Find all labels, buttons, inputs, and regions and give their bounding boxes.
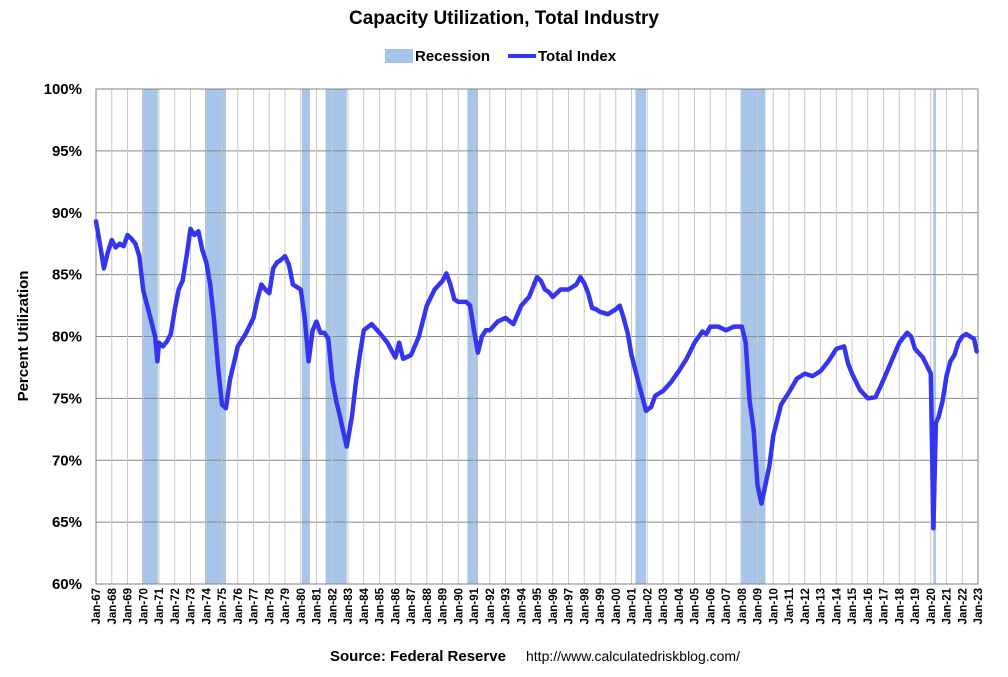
legend-total-index-label: Total Index	[538, 48, 617, 65]
x-tick-label: Jan-18	[894, 587, 906, 624]
x-tick-label: Jan-79	[280, 588, 292, 624]
x-tick-label: Jan-99	[595, 588, 607, 624]
x-tick-label: Jan-06	[705, 588, 717, 624]
x-tick-label: Jan-09	[753, 588, 765, 624]
x-tick-label: Jan-23	[973, 588, 985, 624]
x-tick-label: Jan-21	[942, 587, 954, 624]
x-tick-label: Jan-91	[469, 587, 481, 624]
source-label: Source: Federal Reserve	[330, 648, 506, 665]
x-tick-label: Jan-08	[737, 587, 749, 624]
y-tick-label: 95%	[52, 143, 82, 160]
x-tick-label: Jan-14	[831, 587, 843, 624]
x-tick-label: Jan-68	[107, 587, 119, 624]
x-tick-label: Jan-19	[910, 588, 922, 624]
x-tick-label: Jan-87	[406, 588, 418, 624]
x-tick-label: Jan-75	[217, 587, 229, 624]
gridlines	[95, 88, 979, 585]
x-tick-label: Jan-72	[170, 588, 182, 624]
y-tick-label: 60%	[52, 576, 82, 593]
x-tick-label: Jan-13	[816, 588, 828, 624]
x-tick-label: Jan-95	[532, 587, 544, 624]
x-tick-label: Jan-00	[611, 588, 623, 624]
chart-title: Capacity Utilization, Total Industry	[349, 8, 659, 29]
x-tick-label: Jan-83	[343, 588, 355, 624]
x-tick-label: Jan-70	[138, 588, 150, 624]
x-tick-label: Jan-96	[548, 588, 560, 624]
x-tick-label: Jan-20	[926, 588, 938, 624]
y-tick-label: 80%	[52, 329, 82, 346]
x-tick-label: Jan-93	[501, 588, 513, 624]
x-tick-label: Jan-71	[154, 587, 166, 624]
x-tick-label: Jan-15	[847, 587, 859, 624]
x-tick-label: Jan-03	[658, 588, 670, 624]
x-tick-label: Jan-82	[327, 588, 339, 624]
x-tick-label: Jan-02	[642, 588, 654, 624]
x-tick-label: Jan-04	[674, 587, 686, 624]
y-tick-label: 85%	[52, 267, 82, 284]
x-tick-label: Jan-77	[249, 588, 261, 624]
plot-area-border	[95, 88, 979, 585]
series-layer	[93, 219, 979, 531]
y-tick-label: 70%	[52, 452, 82, 469]
x-tick-label: Jan-98	[579, 587, 591, 624]
x-tick-label: Jan-11	[784, 587, 796, 623]
x-tick-label: Jan-73	[186, 588, 198, 624]
x-tick-label: Jan-69	[123, 588, 135, 624]
y-tick-label: 90%	[52, 205, 82, 222]
x-tick-label: Jan-76	[233, 588, 245, 624]
x-tick-label: Jan-85	[375, 587, 387, 624]
legend-recession-label: Recession	[415, 48, 490, 65]
x-tick-label: Jan-88	[422, 587, 434, 624]
x-tick-label: Jan-81	[312, 587, 324, 624]
y-tick-label: 75%	[52, 390, 82, 407]
x-tick-label: Jan-92	[485, 588, 497, 624]
x-tick-label: Jan-84	[359, 587, 371, 624]
y-tick-label: 100%	[44, 81, 82, 98]
x-axis-ticks: Jan-67 Jan-68 Jan-69 Jan-70 Jan-71 Jan-72 Jan-…	[91, 587, 985, 624]
x-tick-label: Jan-78	[264, 587, 276, 624]
y-tick-label: 65%	[52, 514, 82, 531]
x-tick-label: Jan-01	[627, 587, 639, 624]
y-axis-label: Percent Utilization	[15, 271, 32, 402]
x-tick-label: Jan-67	[91, 588, 103, 624]
x-tick-label: Jan-94	[516, 587, 528, 624]
x-tick-label: Jan-97	[564, 588, 576, 624]
x-tick-label: Jan-89	[438, 588, 450, 624]
legend-recession-swatch	[385, 49, 413, 63]
legend: Recession Total Index	[385, 48, 617, 65]
x-tick-label: Jan-80	[296, 588, 308, 624]
source-url: http://www.calculatedriskblog.com/	[526, 648, 740, 664]
x-tick-label: Jan-86	[390, 588, 402, 624]
x-tick-label: Jan-12	[800, 588, 812, 624]
x-tick-label: Jan-74	[201, 587, 213, 624]
x-tick-label: Jan-22	[957, 588, 969, 624]
series-line-total-index	[93, 219, 979, 531]
x-tick-label: Jan-10	[768, 588, 780, 624]
x-tick-label: Jan-17	[879, 588, 891, 624]
x-tick-label: Jan-05	[690, 587, 702, 624]
y-axis-ticks: 60% 65% 70% 75% 80% 85% 90% 95% 100%	[44, 81, 82, 593]
x-tick-label: Jan-16	[863, 588, 875, 624]
x-tick-label: Jan-90	[453, 588, 465, 624]
x-tick-label: Jan-07	[721, 588, 733, 624]
